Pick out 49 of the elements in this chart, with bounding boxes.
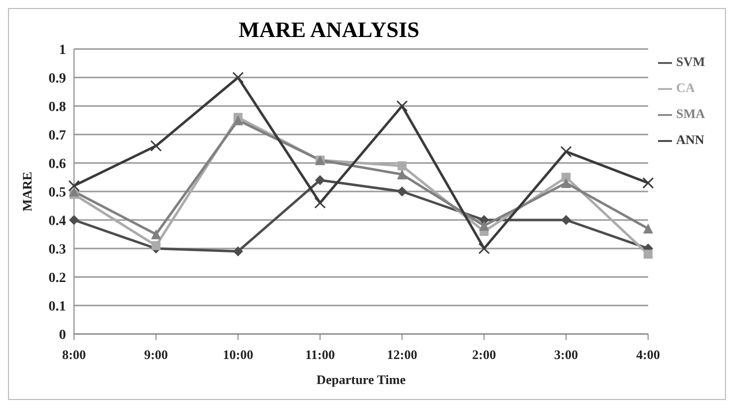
legend-label: CA (676, 80, 695, 95)
point (396, 100, 408, 112)
x-tick-label: 10:00 (222, 347, 254, 362)
point (644, 250, 653, 259)
point (478, 242, 490, 254)
point (151, 229, 162, 240)
y-tick-label: 0.1 (48, 299, 66, 314)
point (69, 186, 79, 196)
point (561, 178, 572, 188)
point (233, 246, 244, 256)
point (479, 220, 490, 231)
point (398, 161, 407, 170)
x-tick-label: 3:00 (554, 347, 578, 362)
point (397, 186, 408, 196)
chart-title: MARE ANALYSIS (238, 17, 420, 43)
point (68, 180, 80, 192)
point (150, 140, 162, 152)
legend-label: SVM (676, 54, 705, 69)
y-tick-label: 0.5 (48, 185, 66, 200)
x-tick-label: 11:00 (305, 347, 335, 362)
x-tick-label: 9:00 (144, 347, 168, 362)
y-tick-label: 0.6 (48, 156, 66, 172)
point (314, 197, 326, 209)
x-tick-label: 8:00 (62, 347, 86, 362)
point (560, 146, 572, 158)
point (642, 177, 654, 189)
point (397, 169, 408, 180)
y-tick-label: 0 (59, 328, 66, 343)
point (233, 115, 244, 126)
y-tick-label: 0.4 (48, 214, 66, 229)
point (315, 175, 326, 186)
legend-label: SMA (676, 106, 705, 121)
x-tick-label: 2:00 (472, 347, 496, 362)
y-tick-label: 0.9 (48, 71, 66, 86)
point (561, 215, 572, 225)
y-tick-label: 0.7 (48, 128, 66, 144)
x-axis-title: Departure Time (316, 372, 406, 387)
point (152, 241, 161, 250)
y-axis-title: MARE (20, 172, 35, 212)
x-tick-label: 12:00 (386, 347, 418, 362)
point (69, 215, 79, 225)
x-tick-label: 4:00 (636, 347, 660, 362)
point (643, 224, 654, 234)
y-tick-label: 0.2 (48, 270, 66, 286)
legend-label: ANN (676, 132, 704, 147)
y-tick-label: 0.3 (48, 242, 66, 258)
y-tick-label: 0.8 (48, 100, 66, 115)
y-tick-label: 1 (59, 42, 66, 58)
point (562, 172, 571, 182)
